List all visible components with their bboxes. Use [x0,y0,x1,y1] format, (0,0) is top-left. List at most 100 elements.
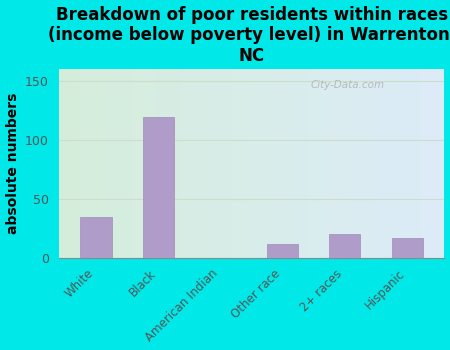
Bar [148,70,150,258]
Bar [99,70,100,258]
Bar [375,70,376,258]
Bar [412,70,414,258]
Bar [337,70,338,258]
Bar [420,70,421,258]
Bar [243,70,244,258]
Bar [267,244,298,258]
Bar [409,70,410,258]
Bar [436,70,437,258]
Bar [140,70,141,258]
Bar [70,70,72,258]
Bar [335,70,337,258]
Bar [82,70,83,258]
Bar [81,217,112,258]
Bar [405,70,406,258]
Bar [388,70,389,258]
Bar [79,70,81,258]
Bar [217,70,218,258]
Bar [226,70,227,258]
Bar [157,70,158,258]
Bar [139,70,140,258]
Bar [127,70,128,258]
Bar [421,70,423,258]
Bar [346,70,348,258]
Bar [320,70,321,258]
Bar [403,70,405,258]
Bar [218,70,220,258]
Bar [101,70,103,258]
Bar [205,70,207,258]
Bar [142,70,144,258]
Bar [334,70,335,258]
Bar [225,70,226,258]
Bar [326,70,328,258]
Bar [213,70,214,258]
Bar [235,70,236,258]
Bar [88,70,90,258]
Bar [253,70,254,258]
Bar [402,70,403,258]
Bar [343,70,344,258]
Bar [184,70,186,258]
Bar [262,70,263,258]
Bar [135,70,136,258]
Bar [252,70,253,258]
Bar [331,70,333,258]
Bar [168,70,169,258]
Bar [180,70,181,258]
Bar [124,70,126,258]
Bar [121,70,122,258]
Bar [128,70,130,258]
Bar [137,70,139,258]
Bar [173,70,175,258]
Bar [328,70,330,258]
Bar [108,70,109,258]
Bar [119,70,121,258]
Bar [76,70,77,258]
Bar [86,70,87,258]
Bar [132,70,133,258]
Bar [410,70,411,258]
Bar [187,70,189,258]
Bar [231,70,232,258]
Bar [394,70,396,258]
Bar [442,70,443,258]
Bar [274,70,276,258]
Bar [371,70,373,258]
Bar [310,70,312,258]
Bar [349,70,351,258]
Bar [374,70,375,258]
Bar [416,70,418,258]
Bar [292,70,294,258]
Bar [302,70,303,258]
Bar [272,70,274,258]
Bar [175,70,176,258]
Bar [348,70,349,258]
Bar [162,70,163,258]
Bar [164,70,166,258]
Bar [355,70,356,258]
Bar [387,70,388,258]
Bar [238,70,240,258]
Bar [91,70,92,258]
Bar [266,70,267,258]
Bar [249,70,250,258]
Bar [63,70,64,258]
Bar [365,70,366,258]
Bar [178,70,180,258]
Bar [245,70,247,258]
Bar [189,70,190,258]
Bar [277,70,279,258]
Bar [220,70,222,258]
Bar [392,70,393,258]
Bar [294,70,295,258]
Bar [118,70,119,258]
Bar [411,70,412,258]
Bar [186,70,187,258]
Bar [380,70,382,258]
Bar [393,70,394,258]
Bar [151,70,153,258]
Bar [285,70,286,258]
Bar [389,70,391,258]
Bar [263,70,265,258]
